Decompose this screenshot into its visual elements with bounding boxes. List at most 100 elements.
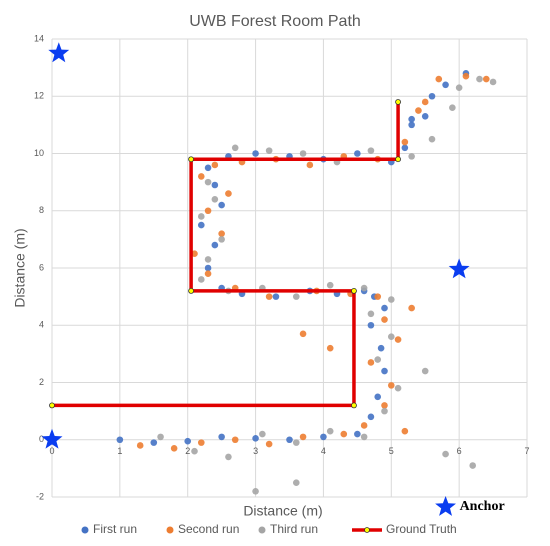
point [225, 190, 232, 197]
ground-truth-marker [49, 402, 55, 409]
y-tick-label: -2 [36, 491, 44, 501]
point [326, 344, 334, 352]
point [401, 144, 409, 152]
point [299, 433, 307, 441]
x-tick-label: 0 [49, 446, 54, 456]
point [442, 81, 449, 89]
point [381, 304, 388, 312]
point [259, 430, 266, 438]
point [218, 433, 225, 441]
point [367, 147, 375, 154]
point [381, 407, 388, 415]
point [150, 439, 158, 446]
point [252, 150, 259, 157]
point [360, 284, 368, 292]
point [401, 427, 409, 435]
point [367, 310, 375, 318]
point [421, 112, 429, 120]
point [306, 161, 314, 169]
legend-marker [258, 526, 266, 534]
point [184, 437, 192, 445]
legend-label: First run [93, 522, 137, 536]
point [197, 221, 205, 229]
ground-truth-marker [395, 156, 401, 163]
point [299, 150, 307, 157]
point [354, 430, 361, 438]
point [265, 293, 273, 300]
point [204, 264, 212, 272]
point [326, 427, 334, 435]
point [421, 98, 429, 106]
point [292, 479, 300, 486]
point [231, 144, 239, 152]
point [381, 367, 388, 375]
point [204, 164, 212, 172]
point [374, 393, 382, 401]
point [197, 439, 205, 446]
x-tick-label: 5 [389, 446, 394, 456]
point [218, 230, 225, 237]
legend-marker [81, 526, 89, 534]
legend-marker [364, 527, 370, 533]
point [482, 75, 490, 83]
point [415, 107, 422, 114]
point [272, 293, 280, 300]
point [489, 78, 497, 86]
point [408, 304, 415, 312]
x-tick-label: 2 [185, 446, 190, 456]
point [218, 236, 225, 243]
point [292, 439, 300, 446]
point [462, 72, 470, 80]
point [211, 181, 219, 189]
point [374, 356, 382, 363]
point [265, 147, 273, 154]
point [367, 321, 375, 329]
point [408, 115, 415, 123]
point [428, 92, 436, 100]
point [286, 436, 293, 444]
legend-label: Second run [178, 522, 239, 536]
point [401, 138, 409, 146]
point [157, 433, 164, 441]
point [191, 447, 198, 455]
point [360, 422, 368, 429]
point [367, 359, 375, 366]
x-tick-label: 4 [321, 446, 326, 456]
x-tick-label: 3 [253, 446, 258, 456]
point [442, 450, 449, 458]
point [116, 436, 124, 444]
point [435, 75, 443, 83]
point [381, 316, 388, 323]
point [387, 333, 395, 341]
y-tick-label: 2 [39, 377, 44, 387]
point [218, 201, 225, 209]
point [204, 207, 212, 215]
legend-label: Ground Truth [386, 522, 457, 536]
point [394, 336, 402, 343]
point [377, 344, 385, 352]
ground-truth-marker [351, 402, 357, 409]
y-tick-label: 14 [34, 33, 44, 43]
point [252, 487, 259, 495]
point [421, 367, 429, 375]
point [204, 270, 212, 278]
point [211, 241, 219, 249]
point [387, 296, 395, 303]
point [469, 462, 477, 469]
point [299, 330, 307, 338]
point [204, 178, 212, 186]
x-tick-label: 7 [524, 446, 529, 456]
legend-marker [166, 526, 174, 534]
anchor-label: Anchor [460, 499, 505, 514]
point [204, 256, 212, 263]
point [252, 435, 259, 442]
y-tick-label: 0 [39, 434, 44, 444]
point [428, 135, 436, 143]
point [408, 153, 415, 160]
point [387, 382, 395, 389]
ground-truth-marker [351, 287, 357, 294]
point [367, 413, 375, 421]
point [136, 442, 144, 449]
point [476, 75, 483, 83]
